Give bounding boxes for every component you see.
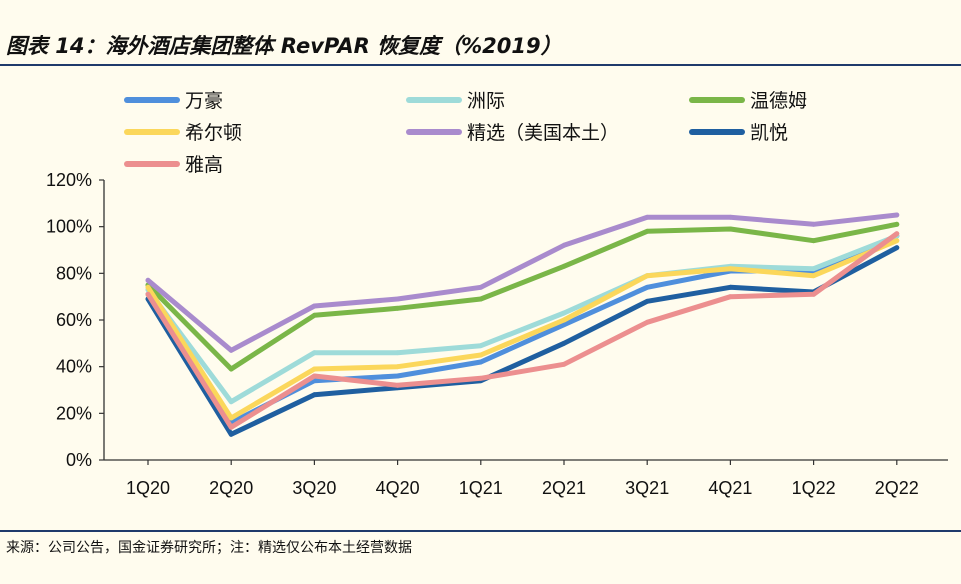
x-tick-label: 2Q21: [542, 478, 586, 498]
data-point: [561, 310, 567, 316]
data-point: [644, 273, 650, 279]
data-point: [228, 424, 234, 430]
data-point: [811, 291, 816, 297]
data-point: [478, 296, 484, 302]
data-point: [728, 226, 733, 232]
series-line-6: [145, 231, 900, 430]
data-point: [728, 266, 733, 272]
data-point: [312, 392, 317, 398]
y-tick-label: 120%: [46, 170, 92, 190]
data-point: [395, 296, 400, 302]
data-point: [811, 221, 816, 227]
y-tick-label: 80%: [56, 263, 92, 283]
data-point: [894, 231, 900, 237]
data-point: [894, 212, 900, 218]
data-point: [561, 263, 567, 269]
x-tick-label: 2Q20: [209, 478, 253, 498]
series-line-5: [145, 245, 900, 437]
data-point: [728, 214, 733, 220]
y-tick-label: 0%: [66, 450, 92, 470]
series-line-1: [145, 233, 900, 405]
x-tick-label: 1Q21: [459, 478, 503, 498]
x-tick-label: 4Q20: [376, 478, 420, 498]
data-point: [811, 238, 816, 244]
data-point: [312, 312, 317, 318]
legend-label: 希尔顿: [185, 122, 242, 144]
y-tick-label: 60%: [56, 310, 92, 330]
y-tick-label: 100%: [46, 217, 92, 237]
source-divider: [0, 530, 961, 532]
x-tick-label: 4Q21: [708, 478, 752, 498]
chart-axes: 0% 20% 40% 60% 80% 100% 120% 1Q20 2Q20 3Q20 4Q20 1Q…: [46, 170, 948, 498]
data-point: [312, 373, 317, 379]
data-point: [894, 221, 900, 227]
data-point: [561, 317, 567, 323]
data-point: [644, 284, 650, 290]
data-point: [228, 366, 234, 372]
y-tick-label: 20%: [56, 403, 92, 423]
data-point: [561, 242, 567, 248]
data-point: [811, 273, 816, 279]
data-point: [228, 415, 234, 421]
data-point: [145, 284, 151, 290]
title-divider: [0, 64, 961, 66]
data-point: [395, 350, 400, 356]
legend-label: 雅高: [185, 154, 223, 176]
x-tick-label: 1Q20: [126, 478, 170, 498]
data-point: [644, 214, 650, 220]
data-point: [312, 303, 317, 309]
data-point: [145, 291, 151, 297]
series-line-4: [145, 212, 900, 353]
data-point: [894, 245, 900, 251]
data-point: [312, 350, 317, 356]
x-tick-label: 3Q21: [625, 478, 669, 498]
data-point: [478, 284, 484, 290]
data-point: [561, 322, 567, 328]
x-tick-label: 1Q22: [792, 478, 836, 498]
data-point: [145, 277, 151, 283]
legend-label: 精选（美国本土）: [467, 122, 619, 144]
legend-label: 万豪: [185, 90, 223, 112]
data-point: [395, 382, 400, 388]
legend-label: 凯悦: [750, 122, 788, 144]
data-point: [478, 352, 484, 358]
legend-label: 洲际: [467, 90, 505, 112]
data-point: [478, 375, 484, 381]
data-point: [644, 319, 650, 325]
series-line-2: [145, 221, 900, 372]
data-point: [728, 294, 733, 300]
legend-label: 温德姆: [750, 90, 807, 112]
data-point: [644, 228, 650, 234]
data-point: [561, 361, 567, 367]
data-point: [561, 340, 567, 346]
data-point: [894, 238, 900, 244]
x-tick-label: 2Q22: [875, 478, 919, 498]
data-point: [312, 366, 317, 372]
data-point: [228, 399, 234, 405]
data-point: [644, 298, 650, 304]
source-note: 来源：公司公告，国金证券研究所；注：精选仅公布本土经营数据: [6, 540, 412, 556]
data-point: [228, 431, 234, 437]
data-point: [478, 343, 484, 349]
y-tick-label: 40%: [56, 357, 92, 377]
data-point: [728, 284, 733, 290]
x-tick-label: 3Q20: [292, 478, 336, 498]
data-point: [478, 359, 484, 365]
data-point: [395, 305, 400, 311]
data-point: [228, 347, 234, 353]
data-point: [395, 373, 400, 379]
data-point: [395, 364, 400, 370]
chart-title: 图表 14：海外酒店集团整体 RevPAR 恢复度（%2019）: [6, 34, 562, 58]
data-point: [811, 266, 816, 272]
chart-series: [145, 212, 900, 437]
series-line-3: [145, 238, 900, 421]
